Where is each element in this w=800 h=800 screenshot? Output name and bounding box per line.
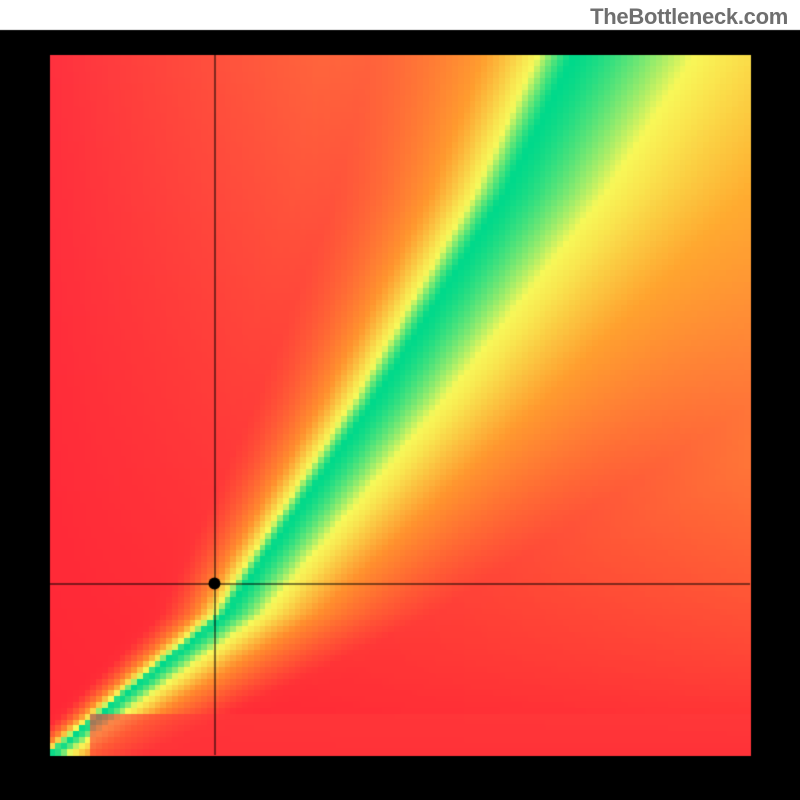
chart-container: TheBottleneck.com: [0, 0, 800, 800]
watermark-text: TheBottleneck.com: [590, 4, 788, 30]
heatmap-canvas: [0, 0, 800, 800]
